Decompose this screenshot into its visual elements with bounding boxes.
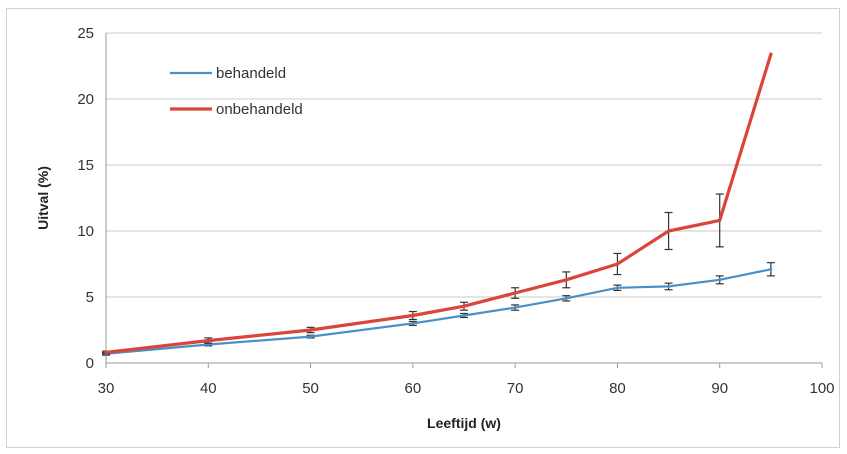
x-tick-label: 80 [609, 380, 626, 397]
y-tick-labels: 0 5 10 15 20 25 [77, 25, 94, 372]
x-tick-label: 30 [98, 380, 115, 397]
series-onbehandeld [102, 52, 773, 355]
data-point [206, 339, 210, 343]
data-point [769, 52, 773, 56]
data-point [615, 262, 619, 266]
y-tick-label: 10 [77, 223, 94, 240]
data-point [667, 284, 671, 288]
data-point [513, 306, 517, 310]
x-tick-label: 60 [405, 380, 422, 397]
x-tick-label: 70 [507, 380, 524, 397]
y-tick-label: 25 [77, 25, 94, 42]
data-point [309, 328, 313, 332]
y-axis-title: Uitval (%) [35, 166, 51, 230]
data-point [462, 313, 466, 317]
data-point [718, 218, 722, 222]
x-tick-label: 40 [200, 380, 217, 397]
data-point [411, 321, 415, 325]
data-point [667, 229, 671, 233]
data-point [513, 291, 517, 295]
y-tick-label: 5 [86, 289, 94, 306]
chart-frame [6, 8, 840, 448]
gridlines [106, 32, 822, 298]
x-tick-label: 50 [302, 380, 319, 397]
legend: behandeld onbehandeld [170, 65, 303, 118]
data-point [564, 296, 568, 300]
legend-label: onbehandeld [216, 101, 303, 118]
y-tick-label: 15 [77, 157, 94, 174]
series-layer [102, 52, 775, 356]
x-tick-label: 90 [711, 380, 728, 397]
axes [105, 33, 823, 368]
legend-label: behandeld [216, 65, 286, 82]
x-axis-title: Leeftijd (w) [427, 415, 501, 431]
data-point [309, 335, 313, 339]
data-point [769, 267, 773, 271]
data-point [615, 286, 619, 290]
data-point [462, 304, 466, 308]
data-point [104, 350, 108, 354]
x-tick-label: 100 [809, 380, 834, 397]
data-point [718, 278, 722, 282]
y-tick-label: 0 [86, 355, 94, 372]
x-tick-labels: 30 40 50 60 70 80 90 100 [98, 380, 835, 397]
data-point [564, 278, 568, 282]
y-tick-label: 20 [77, 91, 94, 108]
data-point [411, 313, 415, 317]
